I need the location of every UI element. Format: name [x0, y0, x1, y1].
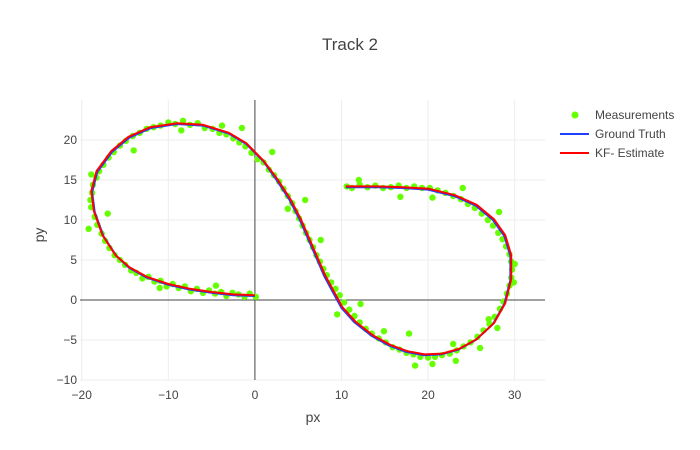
- x-tick-label: −10: [158, 388, 179, 402]
- measurements-point: [85, 225, 92, 232]
- measurements-point: [411, 362, 419, 369]
- measurements-point: [380, 328, 388, 335]
- measurements-point: [179, 117, 187, 125]
- measurements-point: [355, 176, 363, 184]
- measurements-point: [474, 333, 481, 340]
- legend-label-kf-estimate: KF- Estimate: [595, 146, 665, 160]
- measurements-point: [494, 324, 501, 332]
- measurements-point: [346, 306, 353, 313]
- legend[interactable]: Measurements Ground Truth KF- Estimate: [560, 108, 674, 160]
- measurements-point: [130, 147, 137, 154]
- measurements-point: [238, 124, 246, 132]
- measurements-point: [452, 357, 460, 364]
- measurements-point: [301, 196, 309, 204]
- x-tick-label: 10: [335, 388, 349, 402]
- measurements-point: [511, 260, 518, 268]
- y-tick-label: −5: [63, 333, 77, 347]
- x-tick-label: 30: [508, 388, 522, 402]
- ground-truth-line: [91, 123, 512, 357]
- y-tick-label: 0: [70, 293, 77, 307]
- y-tick-label: 15: [64, 173, 78, 187]
- kf-estimate-line: [90, 122, 513, 356]
- measurements-point: [357, 300, 364, 308]
- y-tick-label: 20: [64, 133, 78, 147]
- y-tick-label: 5: [70, 253, 77, 267]
- measurements-point: [340, 299, 348, 306]
- measurements-point: [156, 284, 163, 292]
- measurements-point: [450, 340, 457, 348]
- legend-label-measurements: Measurements: [595, 108, 674, 122]
- measurements-point: [178, 127, 185, 134]
- x-tick-label: 0: [252, 388, 259, 402]
- zero-lines: [80, 100, 545, 380]
- x-tick-label: 20: [421, 388, 435, 402]
- x-tick-label: −20: [72, 388, 93, 402]
- measurements-point: [429, 194, 436, 201]
- measurements-point: [284, 205, 292, 212]
- measurements-point: [269, 148, 276, 156]
- legend-label-ground-truth: Ground Truth: [595, 127, 666, 141]
- measurements-point: [218, 122, 226, 129]
- legend-marker-measurements: [571, 111, 579, 119]
- legend-item-measurements[interactable]: Measurements: [571, 108, 675, 122]
- y-axis-title: py: [31, 228, 47, 243]
- measurements-point: [485, 316, 492, 323]
- legend-item-ground-truth[interactable]: Ground Truth: [560, 127, 666, 141]
- y-tick-label: −10: [57, 373, 78, 387]
- measurements-point: [333, 311, 341, 318]
- line-series: [90, 122, 513, 357]
- measurements-point: [495, 208, 503, 216]
- grid-lines: [80, 100, 545, 381]
- measurements-point: [88, 171, 95, 178]
- chart-title: Track 2: [322, 35, 378, 54]
- measurements-point: [459, 184, 466, 192]
- measurements-point: [510, 279, 518, 286]
- legend-item-kf-estimate[interactable]: KF- Estimate: [560, 146, 665, 160]
- measurements-point: [336, 292, 343, 299]
- measurements-point: [104, 210, 111, 217]
- measurements-point: [484, 216, 492, 224]
- measurements-point: [429, 360, 436, 368]
- measurements-point: [397, 193, 404, 200]
- measurements-point: [317, 236, 324, 244]
- x-axis-title: px: [306, 409, 321, 425]
- y-tick-label: 10: [64, 213, 78, 227]
- measurements-series: [85, 117, 518, 369]
- measurements-point: [405, 330, 413, 337]
- measurements-point: [212, 282, 220, 289]
- measurements-point: [476, 344, 484, 352]
